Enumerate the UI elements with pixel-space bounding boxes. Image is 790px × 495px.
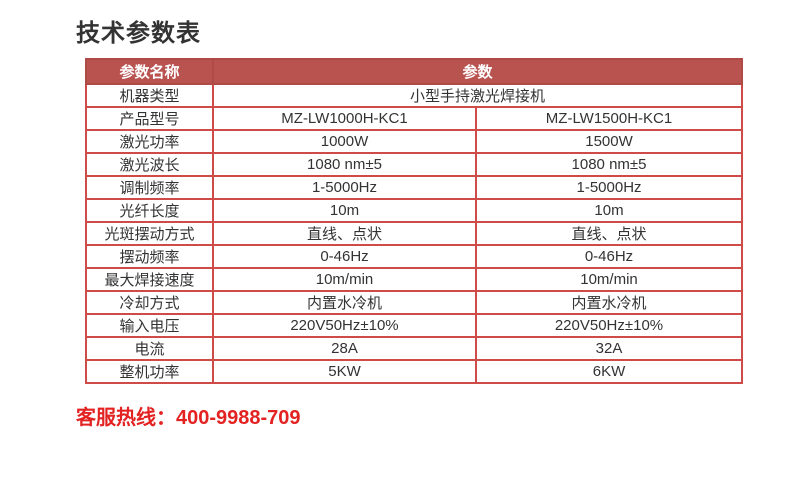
table-row: 电流 28A 32A <box>85 336 744 361</box>
table-row: 激光波长 1080 nm±5 1080 nm±5 <box>85 152 744 177</box>
param-value-1: 220V50Hz±10% <box>212 313 477 338</box>
param-name: 输入电压 <box>85 313 214 338</box>
param-name: 产品型号 <box>85 106 214 131</box>
param-value-2: 1500W <box>474 129 744 154</box>
param-value-2: 内置水冷机 <box>474 290 744 315</box>
table-row: 产品型号 MZ-LW1000H-KC1 MZ-LW1500H-KC1 <box>85 106 744 131</box>
param-value-1: 0-46Hz <box>212 244 477 269</box>
param-value-2: 1-5000Hz <box>474 175 744 200</box>
table-row: 整机功率 5KW 6KW <box>85 359 744 384</box>
param-value-1: 1000W <box>212 129 477 154</box>
param-value-1: 直线、点状 <box>212 221 477 246</box>
header-cell-param-name: 参数名称 <box>85 58 214 85</box>
header-cell-param-value: 参数 <box>211 58 744 85</box>
param-name: 激光功率 <box>85 129 214 154</box>
page-title: 技术参数表 <box>76 20 201 47</box>
param-value-1: 1-5000Hz <box>212 175 477 200</box>
param-name: 电流 <box>85 336 214 361</box>
param-value-2: 10m <box>474 198 744 223</box>
table-row: 最大焊接速度 10m/min 10m/min <box>85 267 744 292</box>
table-row: 调制频率 1-5000Hz 1-5000Hz <box>85 175 744 200</box>
param-value-1: 28A <box>212 336 477 361</box>
param-name: 冷却方式 <box>85 290 214 315</box>
param-value-1: MZ-LW1000H-KC1 <box>212 106 477 131</box>
table-row: 摆动频率 0-46Hz 0-46Hz <box>85 244 744 269</box>
spec-table: 参数名称 参数 机器类型 小型手持激光焊接机 产品型号 MZ-LW1000H-K… <box>85 58 744 384</box>
table-row: 机器类型 小型手持激光焊接机 <box>85 83 744 108</box>
param-name: 摆动频率 <box>85 244 214 269</box>
table-row: 激光功率 1000W 1500W <box>85 129 744 154</box>
param-value-2: 0-46Hz <box>474 244 744 269</box>
param-value-1: 1080 nm±5 <box>212 152 477 177</box>
param-name: 光纤长度 <box>85 198 214 223</box>
param-value-2: 直线、点状 <box>474 221 744 246</box>
param-name: 激光波长 <box>85 152 214 177</box>
param-value-2: 10m/min <box>474 267 744 292</box>
param-value-merged: 小型手持激光焊接机 <box>211 83 744 108</box>
param-value-1: 10m/min <box>212 267 477 292</box>
table-header-row: 参数名称 参数 <box>85 58 744 85</box>
table-row: 冷却方式 内置水冷机 内置水冷机 <box>85 290 744 315</box>
param-value-2: 1080 nm±5 <box>474 152 744 177</box>
param-value-1: 内置水冷机 <box>212 290 477 315</box>
table-row: 光纤长度 10m 10m <box>85 198 744 223</box>
param-value-2: 6KW <box>474 359 744 384</box>
service-hotline: 客服热线：400-9988-709 <box>76 407 301 429</box>
param-value-1: 10m <box>212 198 477 223</box>
param-value-2: 220V50Hz±10% <box>474 313 744 338</box>
table-row: 光斑摆动方式 直线、点状 直线、点状 <box>85 221 744 246</box>
table-row: 输入电压 220V50Hz±10% 220V50Hz±10% <box>85 313 744 338</box>
param-value-2: MZ-LW1500H-KC1 <box>474 106 744 131</box>
param-value-1: 5KW <box>212 359 477 384</box>
param-name: 整机功率 <box>85 359 214 384</box>
param-name: 调制频率 <box>85 175 214 200</box>
param-value-2: 32A <box>474 336 744 361</box>
param-name: 最大焊接速度 <box>85 267 214 292</box>
param-name: 机器类型 <box>85 83 214 108</box>
param-name: 光斑摆动方式 <box>85 221 214 246</box>
